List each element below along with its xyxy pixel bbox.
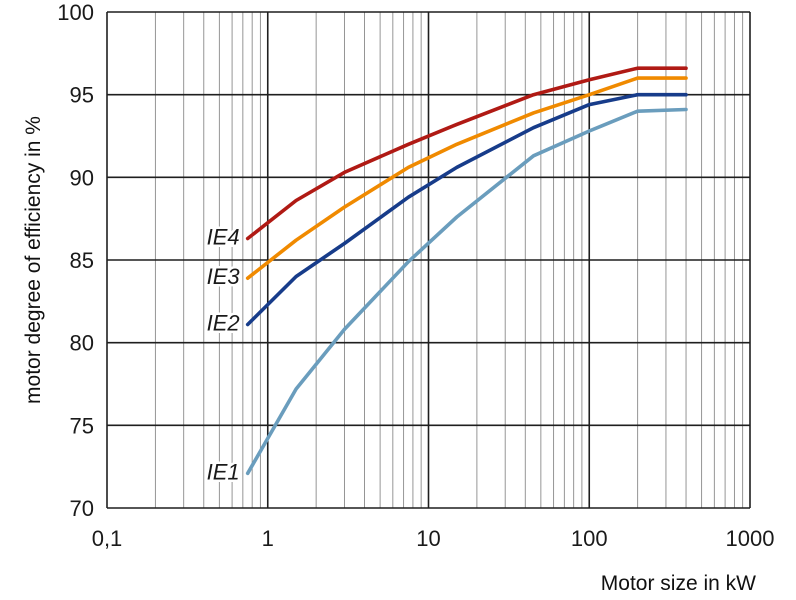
- y-tick-label: 70: [70, 496, 94, 521]
- x-tick-label: 1: [262, 526, 274, 551]
- series-label-ie4: IE4: [207, 225, 240, 250]
- y-tick-label: 80: [70, 331, 94, 356]
- x-tick-label: 10: [416, 526, 440, 551]
- series-labels: IE4 IE3 IE2 IE1: [204, 222, 243, 487]
- series-line-ie1: [245, 107, 688, 476]
- y-tick-label: 75: [70, 413, 94, 438]
- x-axis-title: Motor size in kW: [601, 572, 756, 595]
- y-tick-label: 85: [70, 248, 94, 273]
- series-label-ie3: IE3: [207, 264, 241, 289]
- y-axis-title: motor degree of efficiency in %: [22, 116, 45, 404]
- series-label-ie1: IE1: [207, 459, 240, 484]
- y-tick-label: 90: [70, 165, 94, 190]
- y-tick-label: 100: [57, 0, 94, 25]
- x-tick-label: 1000: [726, 526, 775, 551]
- series-lines: [245, 66, 688, 476]
- y-tick-labels: 70 75 80 85 90 95 100: [57, 0, 94, 521]
- x-tick-label: 0,1: [92, 526, 123, 551]
- grid-major: [106, 11, 751, 509]
- series-label-ie2: IE2: [207, 310, 240, 335]
- series-line-ie2: [245, 92, 688, 327]
- series-line-ie4: [245, 66, 688, 241]
- series-line-ie3: [245, 76, 688, 281]
- x-tick-label: 100: [571, 526, 608, 551]
- x-tick-labels: 0,1 1 10 100 1000: [92, 526, 775, 551]
- y-tick-label: 95: [70, 83, 94, 108]
